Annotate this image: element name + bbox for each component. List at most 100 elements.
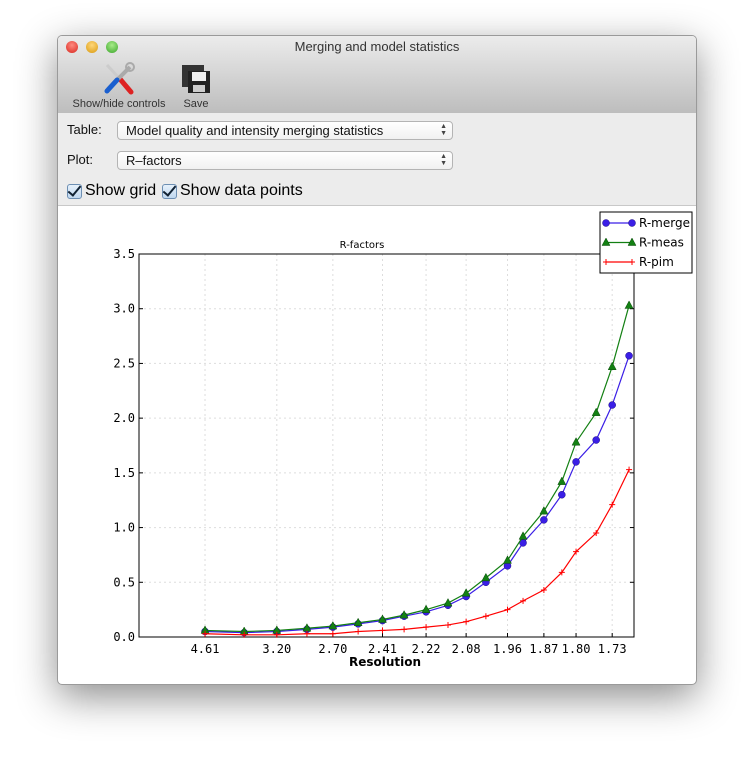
minimize-button[interactable] [86, 41, 98, 53]
r-meas-legend-label: R-meas [639, 236, 684, 250]
r-merge-point [608, 401, 616, 409]
r-meas-point [328, 621, 338, 630]
r-pim-point [626, 466, 633, 473]
r-pim-legend-label: R-pim [639, 255, 674, 269]
show-grid-label: Show grid [85, 182, 157, 199]
plot-frame [138, 253, 635, 638]
r-merge-point [540, 516, 548, 524]
r-meas-point [421, 604, 431, 613]
r-pim-point [482, 613, 489, 620]
r-meas-point [353, 617, 363, 627]
r-pim-point [273, 631, 280, 638]
r-meas-point [624, 300, 634, 309]
r-meas-point [481, 572, 491, 582]
x-tick-label: 2.41 [368, 642, 397, 656]
show-data-points-label: Show data points [180, 182, 303, 199]
r-pim-point [540, 586, 547, 593]
y-tick-label: 0.0 [113, 630, 135, 644]
r-merge-legend-label: R-merge [639, 216, 690, 230]
y-tick-label: 3.5 [113, 247, 135, 261]
table-select[interactable]: Model quality and intensity merging stat… [117, 121, 453, 140]
y-tick-label: 0.5 [113, 575, 135, 589]
x-tick-label: 1.73 [598, 642, 627, 656]
r-meas-point [539, 506, 549, 515]
show-hide-controls-button[interactable]: Show/hide controls [66, 60, 172, 110]
show-grid-checkbox[interactable]: Show grid [67, 182, 156, 200]
app-window: Merging and model statistics Show/hide c… [57, 35, 697, 685]
checkbox-checked-icon [67, 183, 82, 199]
x-tick-label: 3.20 [262, 642, 291, 656]
r-meas-point [443, 598, 453, 607]
r-meas-point [399, 610, 409, 619]
r-merge-legend-marker [628, 219, 636, 227]
r-pim-point [609, 501, 616, 508]
r-meas-point [518, 531, 528, 540]
r-meas-point [607, 361, 617, 370]
r-pim-point [423, 624, 430, 631]
r-pim-point [504, 606, 511, 613]
r-pim-point [573, 548, 580, 555]
r-merge-point [572, 458, 580, 466]
x-tick-label: 1.80 [562, 642, 591, 656]
chart-title: R-factors [340, 240, 385, 251]
r-meas-legend-marker [627, 237, 637, 246]
r-pim-line [205, 469, 630, 636]
y-tick-label: 2.5 [113, 356, 135, 370]
r-pim-point [593, 530, 600, 537]
y-tick-label: 3.0 [113, 302, 135, 316]
close-button[interactable] [66, 41, 78, 53]
plot-select[interactable]: R–factors ▲ ▼ [117, 151, 453, 170]
zoom-button[interactable] [106, 41, 118, 53]
r-meas-point [378, 614, 387, 623]
r-pim-point [401, 626, 408, 633]
tools-icon [66, 60, 172, 98]
r-meas-legend-marker [601, 237, 611, 246]
r-pim-point [520, 597, 527, 604]
title-bar: Merging and model statistics Show/hide c… [58, 36, 696, 114]
show-hide-controls-label: Show/hide controls [72, 98, 166, 110]
window-title: Merging and model statistics [294, 39, 460, 54]
y-tick-label: 2.0 [113, 411, 135, 425]
r-merge-point [592, 436, 600, 444]
updown-arrows-icon: ▲ ▼ [440, 123, 447, 137]
legend: R-merge R-meas R-pim [599, 211, 693, 274]
r-merge-legend-marker [602, 219, 610, 227]
plot-label: Plot: [67, 152, 94, 167]
r-meas-point [557, 476, 567, 485]
x-axis-label: Resolution [349, 655, 421, 669]
show-data-points-checkbox[interactable]: Show data points [162, 182, 303, 200]
y-tick-label: 1.5 [113, 466, 135, 480]
r-pim-point [379, 627, 386, 634]
r-pim-legend-marker [629, 259, 635, 265]
r-meas-line [205, 305, 630, 633]
r-pim-point [355, 628, 362, 635]
r-merge-line [205, 355, 630, 634]
r-pim-point [558, 569, 565, 576]
save-label: Save [183, 98, 209, 110]
r-pim-point [303, 630, 310, 637]
r-pim-point [463, 618, 470, 625]
table-label: Table: [67, 122, 102, 137]
r-merge-point [625, 352, 633, 360]
plot-select-value: R–factors [126, 153, 182, 168]
r-factors-chart: 4.61 3.20 2.70 2.41 2.22 2.08 1.96 1.87 1.80 1.73… [113, 211, 693, 669]
x-tick-label: 2.70 [318, 642, 347, 656]
r-meas-point [461, 588, 471, 597]
r-merge-point [558, 490, 566, 499]
updown-arrows-icon: ▲ ▼ [440, 153, 447, 167]
x-tick-label: 2.22 [412, 642, 441, 656]
r-meas-point [503, 555, 512, 564]
r-pim-point [202, 630, 209, 637]
r-meas-point [591, 407, 601, 416]
save-button[interactable]: Save [176, 60, 216, 110]
r-pim-point [241, 631, 248, 638]
floppy-disk-icon [176, 60, 216, 98]
r-pim-legend-marker [603, 259, 609, 265]
x-tick-label: 1.96 [493, 642, 522, 656]
x-tick-label: 2.08 [452, 642, 481, 656]
r-pim-point [329, 630, 336, 637]
x-tick-label: 4.61 [191, 642, 220, 656]
x-tick-label: 1.87 [529, 642, 558, 656]
y-tick-label: 1.0 [113, 521, 135, 535]
table-select-value: Model quality and intensity merging stat… [126, 123, 384, 138]
